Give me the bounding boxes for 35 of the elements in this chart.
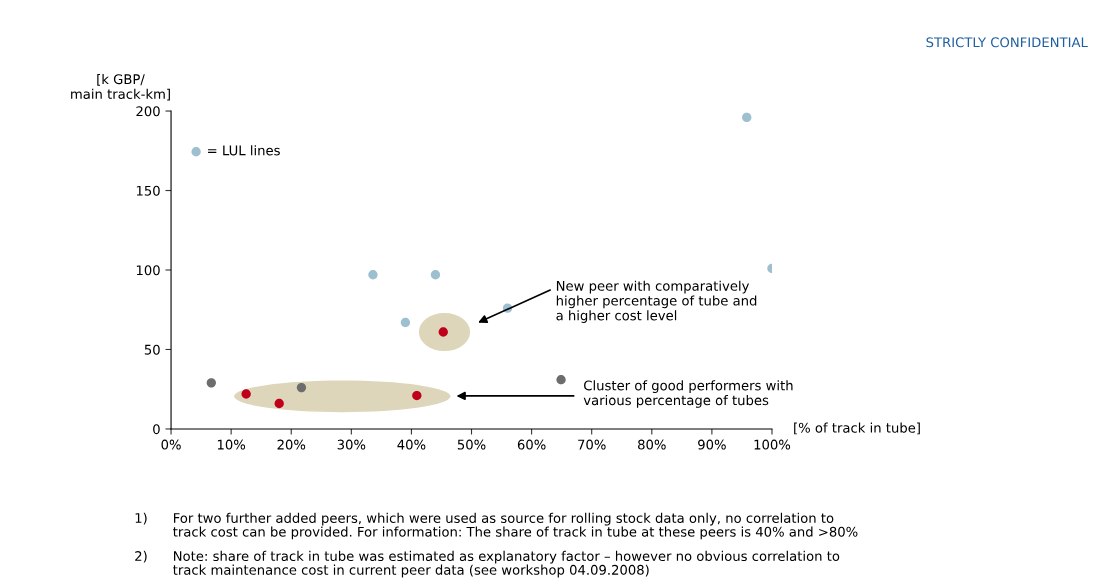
x-tick-label: 100% [754,439,791,450]
y-axis-title: [k GBP/ main track-km] [71,73,170,101]
x-tick-label: 70% [578,439,606,450]
x-tick-label: 50% [457,439,486,450]
annotation: New peer with comparatively higher percentage of tube and a higher cost level [556,280,757,323]
legend-label: = LUL lines [208,145,280,156]
y-tick-label: 50 [144,344,160,355]
y-tick-label: 0 [153,424,160,435]
x-tick-label: 30% [337,439,366,450]
y-tick-label: 100 [136,265,160,276]
point [206,378,216,388]
x-tick-label: 80% [638,439,666,450]
y-tick-label: 200 [136,106,160,117]
point [400,317,411,328]
text: 1) For two further added peers, which were used as source for rolling stock data only, no correlation to track cost can be provided. For information: The share of track in tube at these peers is 40% and >80% [135,512,858,540]
point [430,270,441,280]
point [296,382,307,393]
point [438,327,448,337]
point [274,398,284,409]
x-axis-title: [% of track in tube] [794,422,920,435]
point [368,270,378,280]
point [742,112,752,123]
x-tick-label: 90% [698,439,726,450]
point [556,375,566,385]
point [241,389,251,399]
x-tick-label: 40% [397,439,426,450]
x-tick-label: 60% [517,439,546,450]
y-tick-label: 150 [136,185,160,196]
x-tick-label: 20% [277,439,306,450]
point [412,390,422,401]
annotation: Cluster of good performers with various percentage of tubes [583,380,793,408]
text: STRICTLY CONFIDENTIAL [926,37,1088,48]
text: 2) Note: share of track in tube was estimated as explanatory factor – however no obvious correlation to track maintenance cost in current peer data (see workshop 04.09.2008) [135,550,840,578]
x-tick-label: 0% [161,439,181,450]
x-tick-label: 10% [217,439,246,450]
